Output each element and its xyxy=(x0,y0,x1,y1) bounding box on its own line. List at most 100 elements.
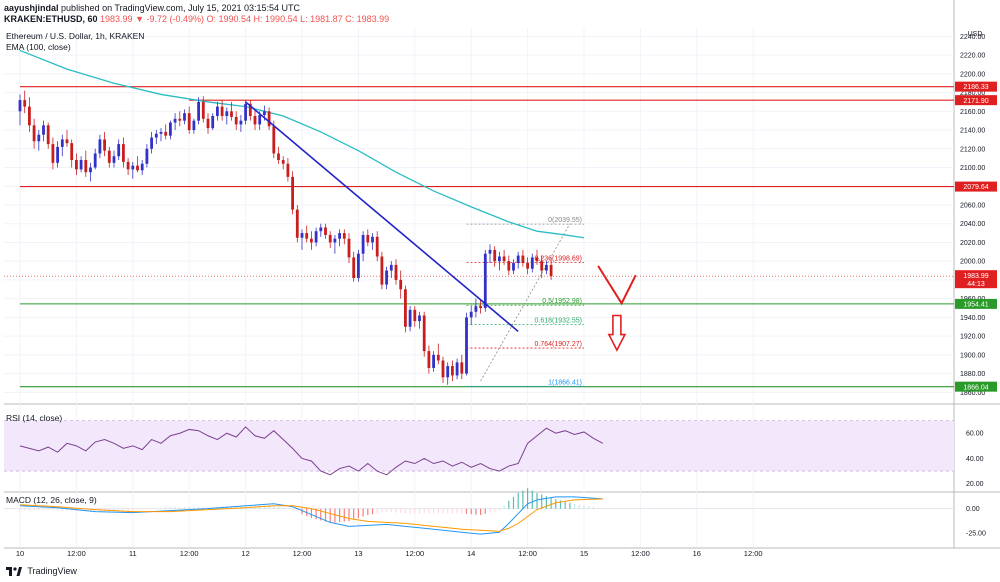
rsi-tick-label: 60.00 xyxy=(966,431,984,438)
rsi-panel: 20.00 40.00 60.00 xyxy=(4,420,984,488)
y-tick-label: 2000.00 xyxy=(960,259,985,266)
candle-body xyxy=(46,125,50,145)
candle-body xyxy=(98,139,102,154)
candle-body xyxy=(498,256,501,262)
y-tick-label: 2140.00 xyxy=(960,128,985,135)
candle-body xyxy=(154,133,158,138)
projection-arrow xyxy=(597,265,637,306)
y-tick-label: 2200.00 xyxy=(960,71,985,78)
symbol-info: KRAKEN:ETHUSD, 60 1983.99 ▼ -9.72 (-0.49… xyxy=(4,13,389,25)
candle-body xyxy=(441,360,445,378)
y-tick-label: 2120.00 xyxy=(960,146,985,153)
candle-body xyxy=(42,125,45,135)
y-tick-label: 1900.00 xyxy=(960,352,985,359)
candle-body xyxy=(451,366,454,376)
x-tick-label: 10 xyxy=(16,549,24,558)
y-tick-label: 2020.00 xyxy=(960,240,985,247)
candle-body xyxy=(516,255,520,264)
current-price-tag xyxy=(955,270,997,289)
candle-body xyxy=(436,354,440,361)
author-name[interactable]: aayushjindal xyxy=(4,3,59,13)
y-tick-label: 1880.00 xyxy=(960,371,985,378)
y-tick-label: 2160.00 xyxy=(960,109,985,116)
candle-body xyxy=(545,264,548,271)
candle-body xyxy=(300,233,304,238)
price-axis: 1860.001880.001900.001920.001940.001960.… xyxy=(955,31,997,397)
candle-body xyxy=(37,134,41,142)
candle-body xyxy=(79,160,83,170)
candle-body xyxy=(324,227,327,235)
main-plot: 0(2039.55) 0.236(1998.69) 0.5(1952.98) 0.61… xyxy=(4,49,954,388)
macd-tick-label: 0.00 xyxy=(966,506,980,513)
candle-body xyxy=(291,176,294,210)
x-tick-label: 12:00 xyxy=(180,549,199,558)
candle-body xyxy=(263,111,266,116)
macd-line xyxy=(19,496,603,535)
y-tick-label: 2060.00 xyxy=(960,202,985,209)
x-tick-label: 12:00 xyxy=(631,549,650,558)
candle-body xyxy=(347,238,351,258)
x-tick-label: 12 xyxy=(241,549,249,558)
fib-label: 1(1866.41) xyxy=(548,379,582,386)
candle-body xyxy=(230,111,233,117)
candle-body xyxy=(197,101,200,121)
candle-body xyxy=(159,131,163,134)
candle-body xyxy=(103,139,106,151)
price-tag xyxy=(955,95,997,106)
candle-body xyxy=(469,311,473,318)
x-tick-label: 12:00 xyxy=(293,549,312,558)
macd-legend: MACD (12, 26, close, 9) xyxy=(6,495,97,505)
candle-body xyxy=(333,238,337,243)
candle-body xyxy=(465,317,468,374)
candle-body xyxy=(305,233,309,239)
candle-body xyxy=(187,113,191,131)
candle-body xyxy=(342,233,346,239)
candle-body xyxy=(164,131,168,136)
candle-body xyxy=(526,263,529,269)
candle-body xyxy=(507,261,511,271)
candle-body xyxy=(122,144,125,162)
candle-body xyxy=(150,137,153,149)
candle-body xyxy=(216,106,219,116)
candle-body xyxy=(512,263,515,271)
candle-body xyxy=(267,111,271,127)
candle-body xyxy=(352,257,356,279)
candle-body xyxy=(140,163,144,171)
candle-body xyxy=(422,315,426,352)
candle-body xyxy=(474,306,478,312)
x-tick-label: 14 xyxy=(467,549,475,558)
candle-body xyxy=(338,233,341,239)
candle-body xyxy=(319,227,323,232)
x-tick-label: 13 xyxy=(354,549,362,558)
tradingview-footer[interactable]: TradingView xyxy=(6,566,77,577)
candle-body xyxy=(23,100,27,107)
candle-body xyxy=(258,115,262,125)
chart-title: Ethereum / U.S. Dollar, 1h, KRAKEN xyxy=(6,31,145,41)
candle-body xyxy=(201,101,205,119)
ema-legend: EMA (100, close) xyxy=(6,42,71,52)
candle-body xyxy=(51,144,55,163)
ema-line xyxy=(19,49,585,239)
candle-body xyxy=(18,100,22,112)
candle-body xyxy=(483,253,487,309)
y-tick-label: 2100.00 xyxy=(960,165,985,172)
price-tag xyxy=(955,181,997,192)
candle-body xyxy=(75,160,78,170)
candle-body xyxy=(375,236,379,257)
candle-body xyxy=(253,115,257,125)
rsi-line xyxy=(19,426,604,476)
candle-body xyxy=(404,289,407,327)
candle-body xyxy=(455,362,459,376)
candle-body xyxy=(32,125,36,142)
publish-info: aayushjindal published on TradingView.co… xyxy=(4,2,300,14)
candle-body xyxy=(131,165,135,170)
candle-body xyxy=(361,234,365,254)
macd-panel: 0.00 -25.00 xyxy=(4,488,986,538)
candle-body xyxy=(286,163,290,177)
candle-body xyxy=(220,106,224,116)
x-tick-label: 11 xyxy=(129,549,137,558)
candle-body xyxy=(211,115,215,129)
candle-body xyxy=(540,261,544,271)
bearish-trendline xyxy=(245,101,519,333)
